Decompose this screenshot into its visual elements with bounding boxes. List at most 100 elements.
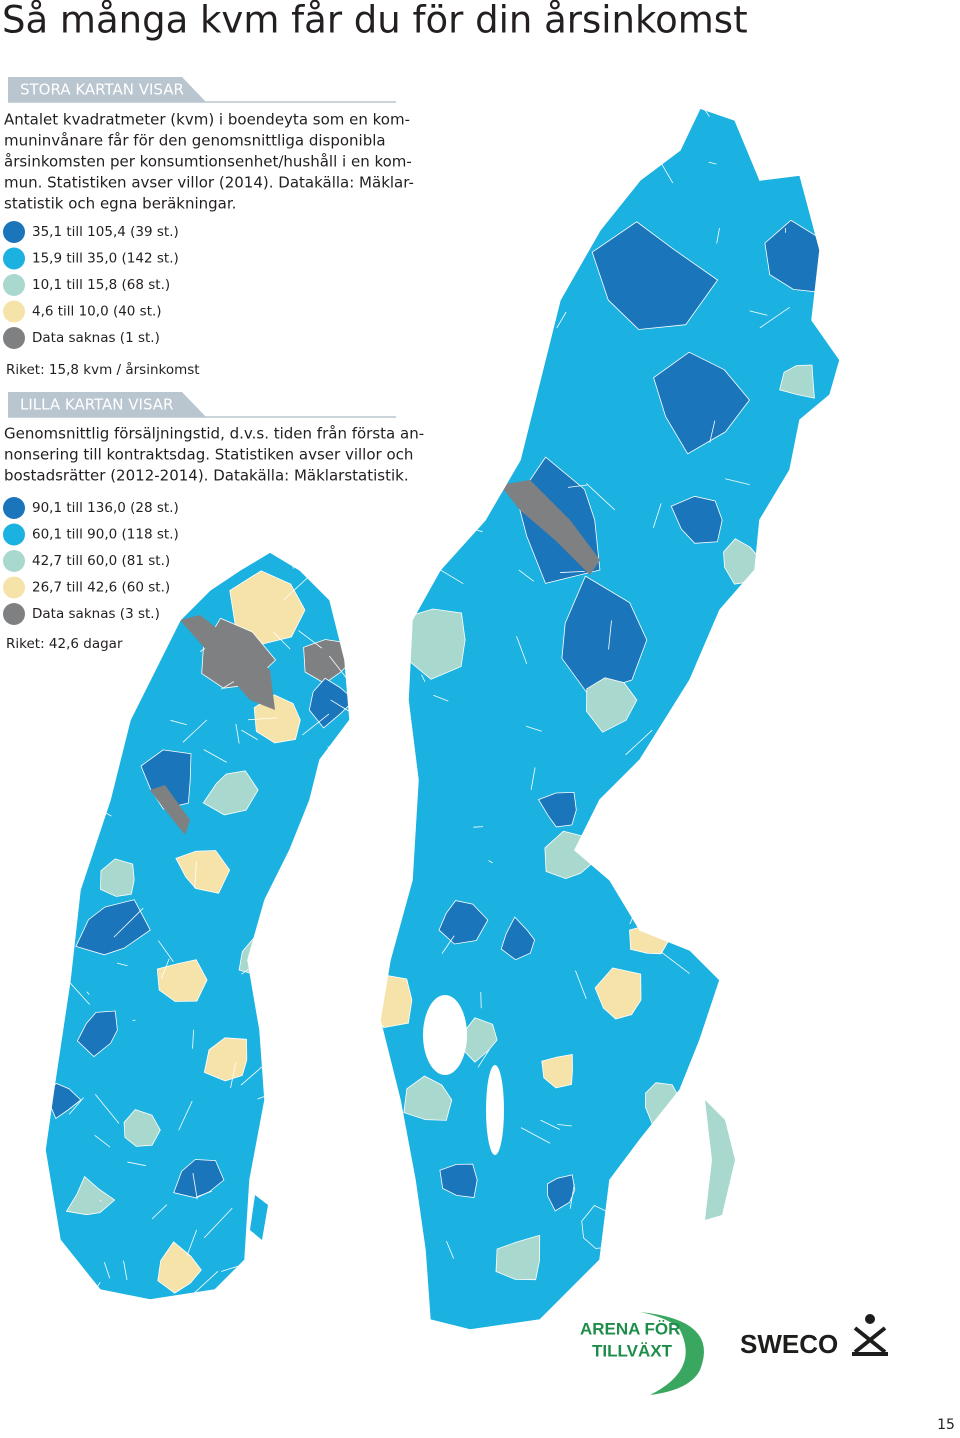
border <box>526 725 542 732</box>
border <box>151 1204 168 1220</box>
border <box>473 826 484 828</box>
legend-label: Data saknas (1 st.) <box>32 330 160 346</box>
municipality <box>586 677 638 733</box>
border <box>132 1019 136 1022</box>
border <box>690 1276 704 1301</box>
border <box>286 1087 299 1110</box>
legend-swatch <box>3 274 25 296</box>
municipality <box>229 570 306 645</box>
border <box>86 991 90 995</box>
border <box>45 988 59 998</box>
border <box>380 380 386 388</box>
border <box>330 699 350 717</box>
border <box>316 878 326 904</box>
border <box>83 723 96 747</box>
border <box>759 306 790 329</box>
description: statistik och egna beräkningar. <box>4 195 236 213</box>
border <box>457 435 488 466</box>
border <box>575 970 587 999</box>
border <box>104 705 135 718</box>
legend-swatch <box>3 603 25 625</box>
border <box>729 1135 746 1148</box>
border <box>277 1006 306 1014</box>
border <box>275 923 304 947</box>
border <box>425 389 428 415</box>
border <box>823 431 834 443</box>
description: muninvånare får för den genomsnittliga d… <box>4 132 386 150</box>
border <box>94 1134 111 1148</box>
legend-swatch <box>3 221 25 243</box>
border <box>116 962 128 967</box>
border <box>353 829 366 854</box>
border <box>709 420 716 443</box>
border <box>192 1173 198 1200</box>
page-title: Så många kvm får du för din årsinkomst <box>2 0 748 42</box>
border <box>586 483 616 511</box>
legend-label: 42,7 till 60,0 (81 st.) <box>32 553 170 569</box>
municipality <box>591 221 719 330</box>
border <box>304 1156 331 1159</box>
border <box>196 1190 212 1198</box>
border <box>230 1062 237 1089</box>
municipality <box>546 1174 576 1212</box>
border <box>484 108 514 113</box>
border <box>560 571 585 573</box>
border <box>696 1168 702 1176</box>
border <box>556 311 567 329</box>
border <box>748 795 762 816</box>
border <box>174 556 195 578</box>
border <box>437 568 464 585</box>
border <box>335 851 350 858</box>
border <box>323 568 335 587</box>
border <box>127 1161 147 1167</box>
border <box>84 1282 101 1300</box>
border <box>247 717 278 721</box>
border <box>741 722 746 746</box>
border <box>401 1186 412 1202</box>
description: Antalet kvadratmeter (kvm) i boendeyta s… <box>4 111 410 129</box>
border <box>446 1240 454 1259</box>
description: årsinkomsten per konsumtionsenhet/hushål… <box>4 153 412 171</box>
border <box>313 928 333 935</box>
border <box>327 746 350 768</box>
border <box>517 400 520 406</box>
border <box>671 1192 699 1201</box>
border <box>477 153 488 164</box>
border <box>433 694 449 702</box>
header-banner <box>8 77 206 102</box>
border <box>796 123 809 132</box>
header-banner <box>8 392 206 417</box>
legend-swatch <box>3 576 25 599</box>
border <box>173 558 180 578</box>
border <box>652 503 662 528</box>
border <box>194 861 197 889</box>
border <box>848 1152 863 1156</box>
border <box>782 1266 813 1279</box>
border <box>94 1094 120 1124</box>
municipality <box>202 770 259 816</box>
description: bostadsrätter (2012-2014). Datakälla: Mä… <box>4 467 409 485</box>
border <box>126 673 149 688</box>
border <box>343 800 350 805</box>
border <box>488 382 517 399</box>
border <box>319 1113 345 1126</box>
municipality <box>644 1082 681 1129</box>
page-number: 15 <box>937 1417 955 1433</box>
municipality <box>537 791 577 828</box>
legend-swatch <box>3 247 25 270</box>
municipality <box>123 1109 161 1147</box>
border <box>303 961 317 984</box>
border <box>557 1123 572 1127</box>
municipality <box>779 364 815 399</box>
section-header: LILLA KARTAN VISAR <box>20 396 173 414</box>
border <box>160 958 170 979</box>
border <box>235 723 240 744</box>
border <box>808 775 839 785</box>
border <box>540 1119 560 1130</box>
border <box>300 1011 323 1028</box>
border <box>311 1175 320 1194</box>
border <box>45 718 63 720</box>
lake <box>423 995 467 1075</box>
border <box>192 1029 194 1049</box>
border <box>709 1282 718 1293</box>
